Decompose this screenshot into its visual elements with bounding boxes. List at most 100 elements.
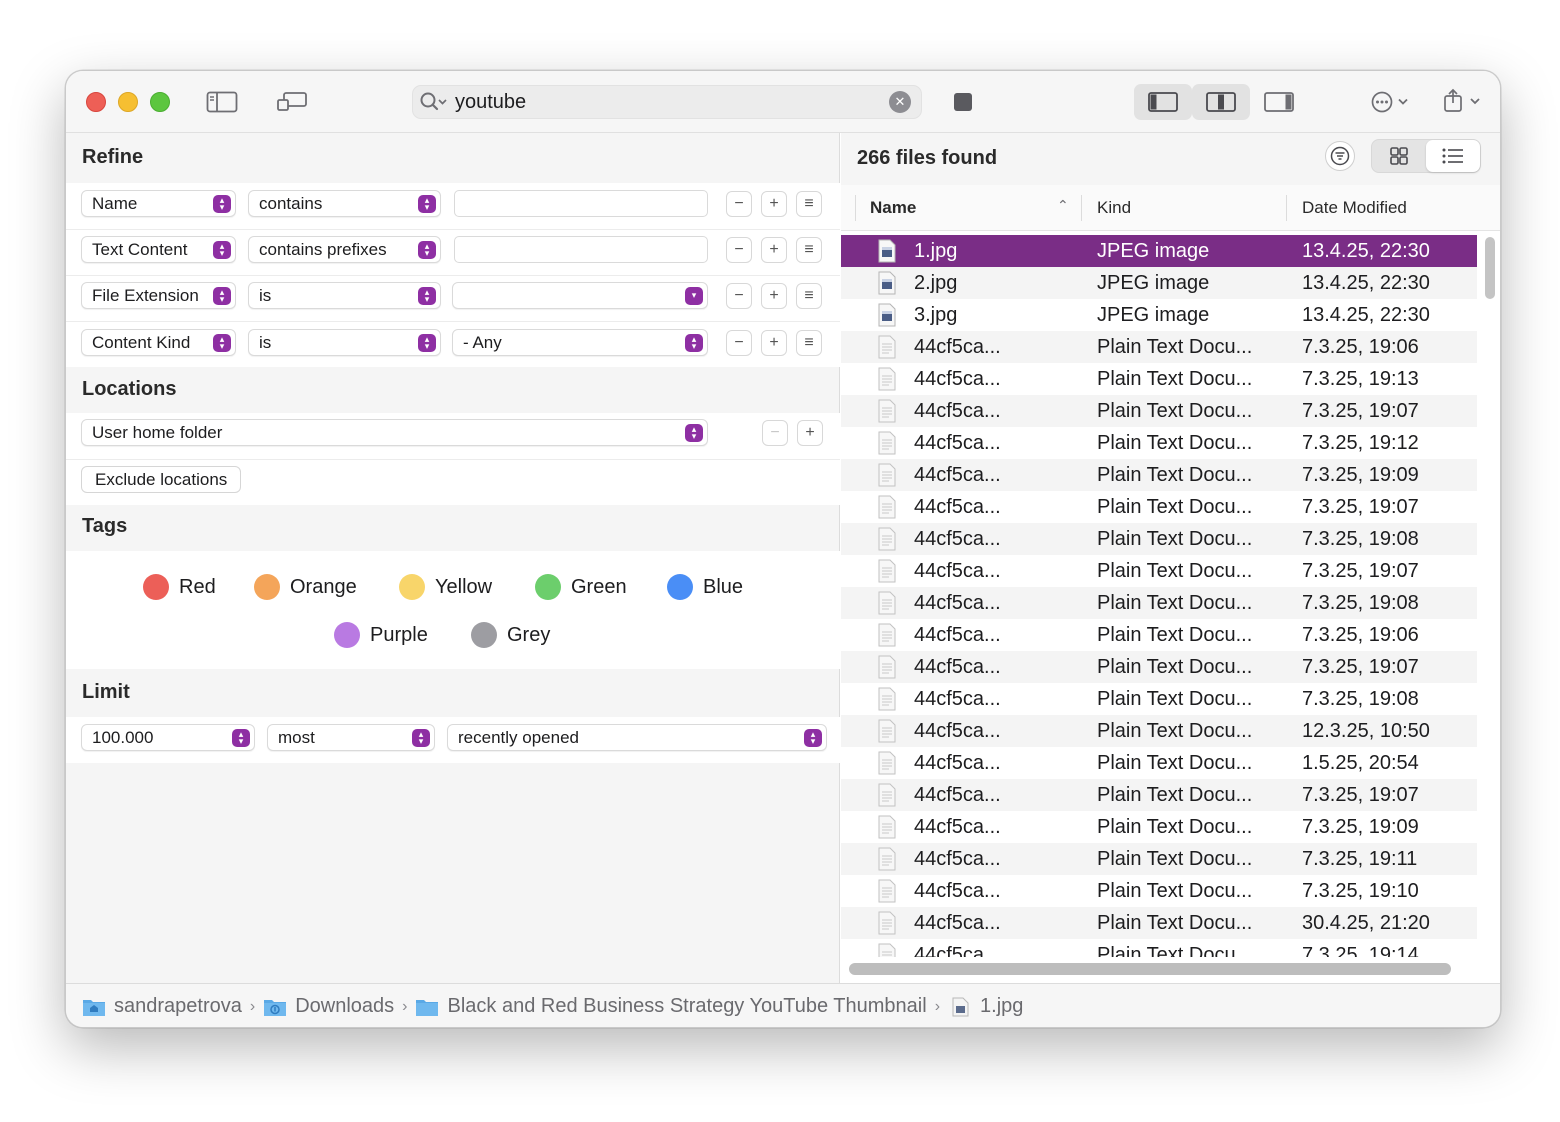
sort-ascending-icon[interactable]: ⌃ [1057, 197, 1069, 213]
tag-blue[interactable]: Blue [667, 574, 743, 600]
quick-look-icon[interactable] [274, 88, 310, 116]
file-row[interactable]: 44cf5ca... Plain Text Docu... 7.3.25, 19:0… [841, 555, 1477, 587]
remove-criterion-button[interactable]: − [726, 283, 752, 309]
criterion-attribute-popup[interactable]: Name ▴ ▾ [81, 190, 236, 217]
list-view-icon[interactable] [1426, 140, 1480, 172]
column-header-name[interactable]: Name [870, 198, 917, 217]
file-row[interactable]: 44cf5ca... Plain Text Docu... 30.4.25, 21:… [841, 907, 1477, 939]
file-row[interactable]: 44cf5ca... Plain Text Docu... 7.3.25, 19:0… [841, 619, 1477, 651]
column-header-kind[interactable]: Kind [1097, 198, 1132, 217]
close-window-button[interactable] [86, 92, 106, 112]
layout-left-icon[interactable] [1134, 84, 1192, 120]
criterion-options-icon[interactable]: ≡ [796, 283, 822, 309]
file-kind: Plain Text Docu... [1097, 496, 1253, 518]
criterion-operator-popup[interactable]: contains prefixes ▴ ▾ [248, 236, 441, 263]
path-item-file[interactable]: 1.jpg [948, 995, 1023, 1018]
criterion-attribute-popup[interactable]: Text Content ▴ ▾ [81, 236, 236, 263]
grid-view-icon[interactable] [1372, 140, 1426, 172]
clear-search-icon[interactable]: ✕ [889, 91, 911, 113]
exclude-locations-button[interactable]: Exclude locations [81, 466, 242, 493]
add-criterion-button[interactable]: + [761, 191, 787, 217]
limit-criterion-popup[interactable]: recently opened ▴ ▾ [447, 724, 827, 751]
chevron-updown-icon: ▴ ▾ [685, 333, 703, 352]
add-criterion-button[interactable]: + [761, 283, 787, 309]
criterion-options-icon[interactable]: ≡ [796, 191, 822, 217]
criterion-value-field[interactable] [454, 236, 708, 263]
file-row[interactable]: 2.jpg JPEG image 13.4.25, 22:30 [841, 267, 1477, 299]
file-row[interactable]: 44cf5ca... Plain Text Docu... 12.3.25, 10:… [841, 715, 1477, 747]
zoom-window-button[interactable] [150, 92, 170, 112]
file-row[interactable]: 44cf5ca... Plain Text Docu... 7.3.25, 19:0… [841, 683, 1477, 715]
search-icon[interactable] [419, 91, 449, 113]
file-row[interactable]: 44cf5ca... Plain Text Docu... 7.3.25, 19:0… [841, 779, 1477, 811]
file-row[interactable]: 44cf5ca... Plain Text Docu... 7.3.25, 19:0… [841, 651, 1477, 683]
criterion-operator-popup[interactable]: is ▴ ▾ [248, 282, 441, 309]
toolbar: youtube ✕ [66, 71, 1500, 133]
criterion-operator-popup[interactable]: is ▴ ▾ [248, 329, 441, 356]
remove-criterion-button[interactable]: − [726, 237, 752, 263]
content-kind-popup[interactable]: - Any ▴ ▾ [452, 329, 708, 356]
criterion-options-icon[interactable]: ≡ [796, 330, 822, 356]
criterion-operator-popup[interactable]: contains ▴ ▾ [248, 190, 441, 217]
file-row[interactable]: 44cf5ca... Plain Text Docu... 1.5.25, 20:5… [841, 747, 1477, 779]
limit-count-popup[interactable]: 100.000 ▴ ▾ [81, 724, 255, 751]
tag-green[interactable]: Green [535, 574, 627, 600]
criterion-options-icon[interactable]: ≡ [796, 237, 822, 263]
file-row[interactable]: 44cf5ca... Plain Text Docu... 7.3.25, 19:1… [841, 843, 1477, 875]
minimize-window-button[interactable] [118, 92, 138, 112]
file-row[interactable]: 44cf5ca... Plain Text Docu... 7.3.25, 19:0… [841, 331, 1477, 363]
tag-yellow[interactable]: Yellow [399, 574, 492, 600]
path-item-home[interactable]: sandrapetrova › [82, 995, 263, 1018]
vertical-scrollbar[interactable] [1485, 237, 1495, 299]
text-file-icon [877, 655, 897, 679]
criterion-attribute-popup[interactable]: Content Kind ▴ ▾ [81, 329, 236, 356]
location-popup[interactable]: User home folder ▴ ▾ [81, 419, 708, 446]
more-actions-icon[interactable] [1366, 88, 1416, 116]
file-row[interactable]: 1.jpg JPEG image 13.4.25, 22:30 [841, 235, 1477, 267]
criterion-attribute-popup[interactable]: File Extension ▴ ▾ [81, 282, 236, 309]
search-field[interactable]: youtube ✕ [412, 85, 922, 119]
filter-icon[interactable] [1325, 141, 1355, 171]
tag-purple[interactable]: Purple [334, 622, 428, 648]
add-criterion-button[interactable]: + [761, 237, 787, 263]
stop-search-icon[interactable] [954, 93, 972, 111]
path-item-downloads[interactable]: Downloads › [263, 995, 415, 1018]
add-criterion-button[interactable]: + [761, 330, 787, 356]
file-row[interactable]: 44cf5ca... Plain Text Docu... 7.3.25, 19:0… [841, 811, 1477, 843]
file-extension-combo[interactable]: ▾ [452, 282, 708, 309]
file-row[interactable]: 44cf5ca... Plain Text Docu... 7.3.25, 19:0… [841, 395, 1477, 427]
file-name: 44cf5ca... [914, 816, 1001, 838]
file-row[interactable]: 44cf5ca... Plain Text Docu... 7.3.25, 19:0… [841, 491, 1477, 523]
chevron-updown-icon: ▴ ▾ [232, 728, 250, 747]
remove-criterion-button[interactable]: − [726, 191, 752, 217]
layout-center-icon[interactable] [1192, 84, 1250, 120]
file-row[interactable]: 44cf5ca... Plain Text Docu... 7.3.25, 19:0… [841, 523, 1477, 555]
path-item-folder[interactable]: Black and Red Business Strategy YouTube … [415, 995, 948, 1018]
file-row[interactable]: 44cf5ca... Plain Text Docu... 7.3.25, 19:1… [841, 875, 1477, 907]
limit-order-popup[interactable]: most ▴ ▾ [267, 724, 435, 751]
column-header-date-modified[interactable]: Date Modified [1302, 198, 1407, 217]
file-date-modified: 7.3.25, 19:08 [1302, 528, 1419, 550]
file-kind: Plain Text Docu... [1097, 560, 1253, 582]
file-row[interactable]: 44cf5ca... Plain Text Docu... 7.3.25, 19:1… [841, 427, 1477, 459]
remove-location-button[interactable]: − [762, 420, 788, 446]
file-row[interactable]: 44cf5ca... Plain Text Docu... 7.3.25, 19:0… [841, 459, 1477, 491]
layout-right-icon[interactable] [1250, 84, 1308, 120]
chevron-updown-icon: ▴ ▾ [213, 333, 231, 352]
file-row[interactable]: 44cf5ca... Plain Text Docu... 7.3.25, 19:0… [841, 587, 1477, 619]
search-query[interactable]: youtube [455, 90, 527, 113]
tag-grey[interactable]: Grey [471, 622, 550, 648]
file-row[interactable]: 44cf5ca... Plain Text Docu... 7.3.25, 19:1… [841, 363, 1477, 395]
tag-red[interactable]: Red [143, 574, 216, 600]
remove-criterion-button[interactable]: − [726, 330, 752, 356]
share-icon[interactable] [1438, 86, 1488, 116]
file-date-modified: 7.3.25, 19:07 [1302, 656, 1419, 678]
file-row[interactable]: 44cf5ca... Plain Text Docu... 7.3.25, 19:1… [841, 939, 1477, 957]
horizontal-scrollbar[interactable] [849, 963, 1451, 975]
file-date-modified: 7.3.25, 19:06 [1302, 624, 1419, 646]
criterion-value-field[interactable] [454, 190, 708, 217]
sidebar-toggle-icon[interactable] [204, 88, 240, 116]
tag-orange[interactable]: Orange [254, 574, 357, 600]
file-row[interactable]: 3.jpg JPEG image 13.4.25, 22:30 [841, 299, 1477, 331]
add-location-button[interactable]: + [797, 420, 823, 446]
